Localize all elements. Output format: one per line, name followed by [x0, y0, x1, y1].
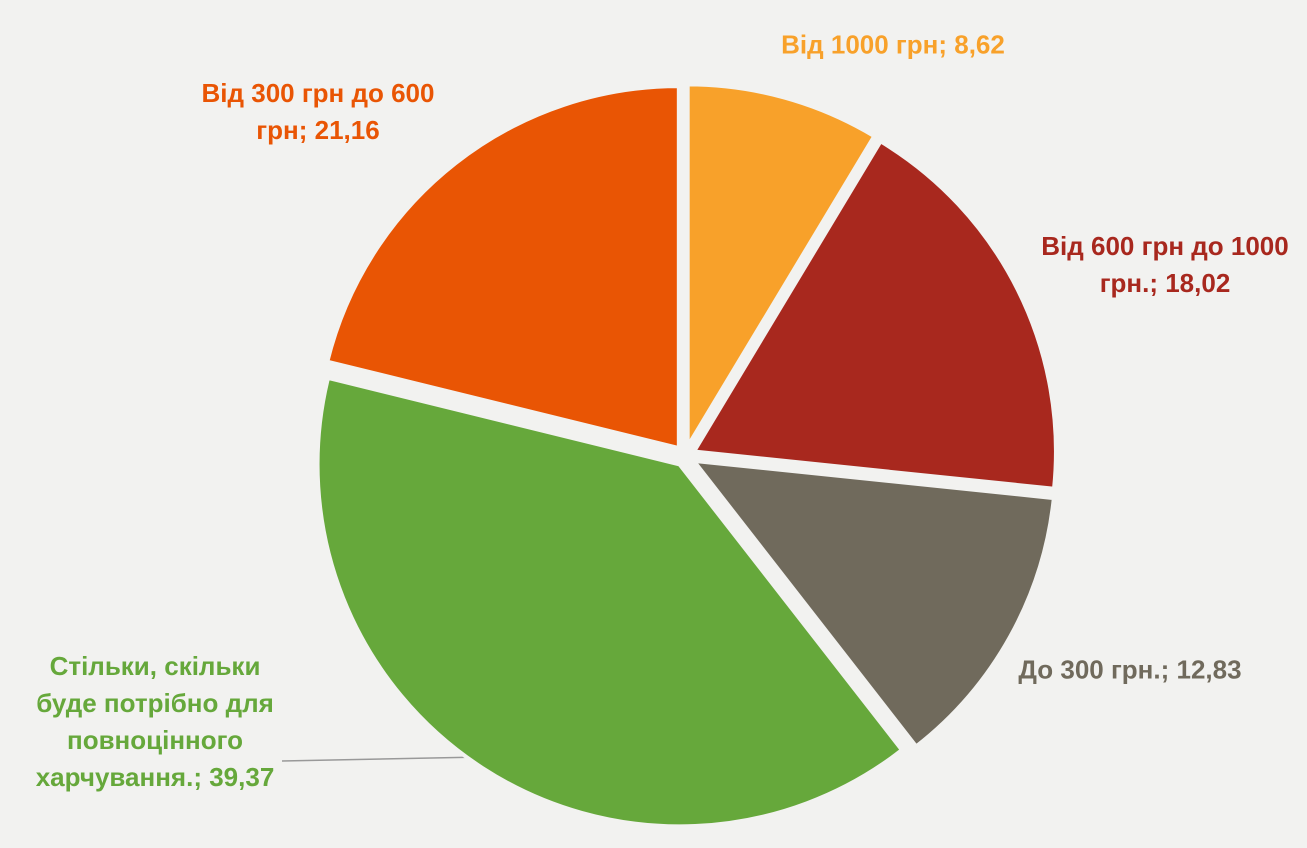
- label-separator: ;: [1160, 654, 1177, 685]
- value-label: 39,37: [209, 762, 275, 792]
- leader-line: [281, 756, 483, 762]
- category-label: До 300 грн.: [1018, 654, 1161, 685]
- value-label: 18,02: [1165, 268, 1231, 298]
- pie-slice: [690, 138, 1058, 491]
- pie-slice: [324, 84, 681, 451]
- label-separator: ;: [298, 115, 315, 145]
- value-label: 8,62: [954, 29, 1005, 60]
- value-label: 21,16: [314, 115, 380, 145]
- pie-slice: [315, 375, 905, 829]
- label-separator: ;: [1149, 268, 1166, 298]
- data-label: До 300 грн.; 12,83: [1010, 652, 1250, 689]
- value-label: 12,83: [1176, 654, 1242, 685]
- data-label: Від 1000 грн; 8,62: [763, 27, 1023, 64]
- label-separator: ;: [193, 762, 210, 792]
- category-label: Стільки, скільки буде потрібно для повно…: [35, 651, 274, 792]
- category-label: Від 600 грн до 1000 грн.: [1041, 231, 1289, 298]
- pie-slice: [689, 458, 1057, 750]
- label-separator: ;: [938, 29, 955, 60]
- category-label: Від 300 грн до 600 грн: [201, 78, 435, 145]
- pie-slice: [685, 82, 878, 454]
- data-label: Стільки, скільки буде потрібно для повно…: [33, 648, 278, 796]
- data-label: Від 600 грн до 1000 грн.; 18,02: [1025, 228, 1305, 302]
- category-label: Від 1000 грн: [781, 29, 939, 60]
- data-label: Від 300 грн до 600 грн; 21,16: [178, 75, 458, 149]
